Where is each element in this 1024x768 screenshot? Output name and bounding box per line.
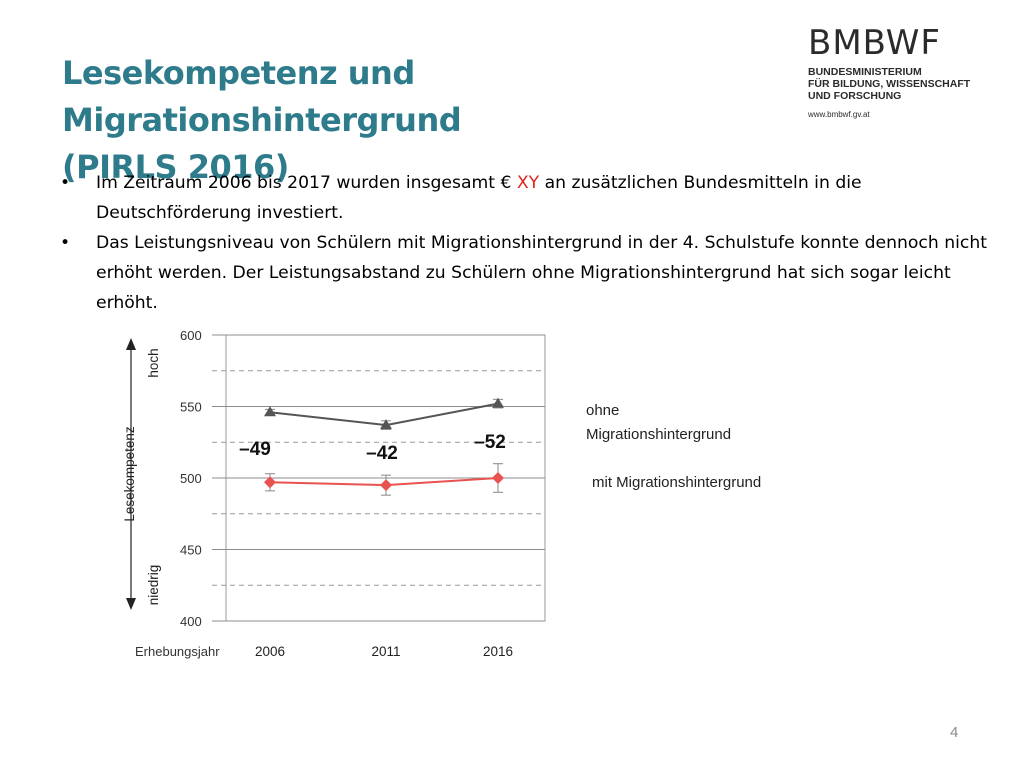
slide-title: Lesekompetenz und Migrationshintergrund … bbox=[62, 50, 802, 191]
data-point-triangle bbox=[380, 419, 392, 430]
logo-subtitle-line: BUNDESMINISTERIUM bbox=[808, 66, 922, 78]
data-point-diamond bbox=[492, 472, 504, 484]
y-axis-high-label: hoch bbox=[146, 348, 161, 377]
logo-url: www.bmbwf.gv.at bbox=[808, 110, 870, 119]
bullet-text-end: an zusätzlichen Bundesmitteln in die Deu… bbox=[96, 173, 862, 223]
y-tick-label: 500 bbox=[180, 471, 202, 486]
data-point-diamond bbox=[380, 479, 392, 492]
bullet-text: Das Leistungsniveau von Schülern mit Mig… bbox=[96, 233, 987, 313]
difference-label: –42 bbox=[366, 443, 398, 464]
legend-ohne-line1: ohne bbox=[586, 402, 619, 419]
x-axis-label: Erhebungsjahr bbox=[135, 644, 220, 659]
y-arrow-up-head bbox=[126, 338, 136, 350]
y-tick-label: 550 bbox=[180, 400, 202, 415]
data-point-triangle bbox=[264, 406, 276, 417]
x-tick-label: 2016 bbox=[483, 644, 513, 659]
legend-ohne-line2: Migrationshintergrund bbox=[586, 426, 731, 443]
bullet-list: • Im Zeitraum 2006 bis 2017 wurden insges… bbox=[58, 168, 988, 318]
bullet-dot: • bbox=[60, 233, 71, 253]
bmbwf-logo: BMBWF BUNDESMINISTERIUM FÜR BILDUNG, WIS… bbox=[808, 26, 998, 119]
data-point-diamond bbox=[264, 476, 276, 489]
logo-name: BMBWF bbox=[808, 23, 941, 63]
legend-mit: mit Migrationshintergrund bbox=[592, 474, 761, 491]
y-tick-label: 400 bbox=[180, 614, 202, 629]
logo-subtitle-line: FÜR BILDUNG, WISSENSCHAFT bbox=[808, 78, 971, 90]
title-line-2: (PIRLS 2016) bbox=[62, 148, 289, 186]
bullet-item: • Im Zeitraum 2006 bis 2017 wurden insges… bbox=[58, 168, 988, 228]
difference-label: –52 bbox=[474, 432, 506, 453]
bullet-item: • Das Leistungsniveau von Schülern mit Mi… bbox=[58, 228, 988, 318]
title-line-1: Lesekompetenz und Migrationshintergrund bbox=[62, 54, 462, 139]
difference-label: –49 bbox=[239, 439, 271, 460]
logo-subtitle-line: UND FORSCHUNG bbox=[808, 90, 902, 102]
bullet-highlight: XY bbox=[516, 173, 540, 193]
y-tick-label: 600 bbox=[180, 328, 202, 343]
y-axis-low-label: niedrig bbox=[146, 565, 161, 606]
bullet-dot: • bbox=[60, 173, 71, 193]
bullet-text: Im Zeitraum 2006 bis 2017 wurden insgesa… bbox=[96, 173, 517, 193]
data-point-triangle bbox=[492, 397, 504, 408]
logo-subtitle: BUNDESMINISTERIUM FÜR BILDUNG, WISSENSCH… bbox=[808, 66, 998, 102]
x-tick-label: 2006 bbox=[255, 644, 285, 659]
y-tick-label: 450 bbox=[180, 543, 202, 558]
y-arrow-down-head bbox=[126, 598, 136, 610]
y-axis-label: Lesekompetenz bbox=[122, 426, 137, 522]
x-tick-label: 2011 bbox=[371, 644, 400, 659]
page-number: 4 bbox=[950, 724, 959, 741]
